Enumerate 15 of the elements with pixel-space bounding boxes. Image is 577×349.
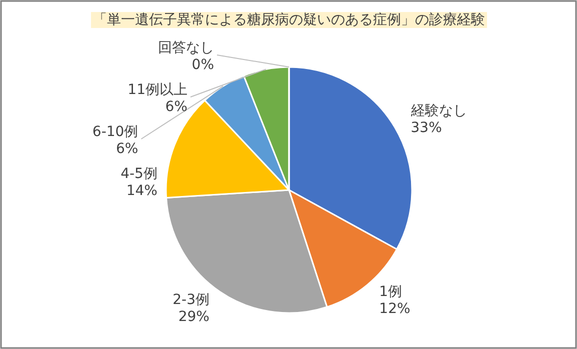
data-label: 12%	[379, 300, 410, 317]
data-label: 6%	[116, 141, 138, 157]
slice-label: 6-10例	[92, 124, 138, 140]
data-label: 33%	[410, 120, 442, 136]
chart-title: 「単一遺伝子異常による糖尿病の疑いのある症例」の診療経験	[93, 12, 485, 28]
data-label: 29%	[178, 308, 210, 325]
slice-label: 4-5例	[120, 166, 158, 182]
slice-label: 2-3例	[172, 292, 210, 308]
slice-label: 経験なし	[410, 102, 467, 119]
data-label: 6%	[165, 99, 188, 115]
slice-label: 1例	[379, 284, 402, 300]
category-label: 回答なし	[158, 40, 214, 56]
slice-label: 11例以上	[128, 82, 188, 98]
data-label: 14%	[126, 183, 158, 199]
text: 0%	[192, 57, 214, 73]
